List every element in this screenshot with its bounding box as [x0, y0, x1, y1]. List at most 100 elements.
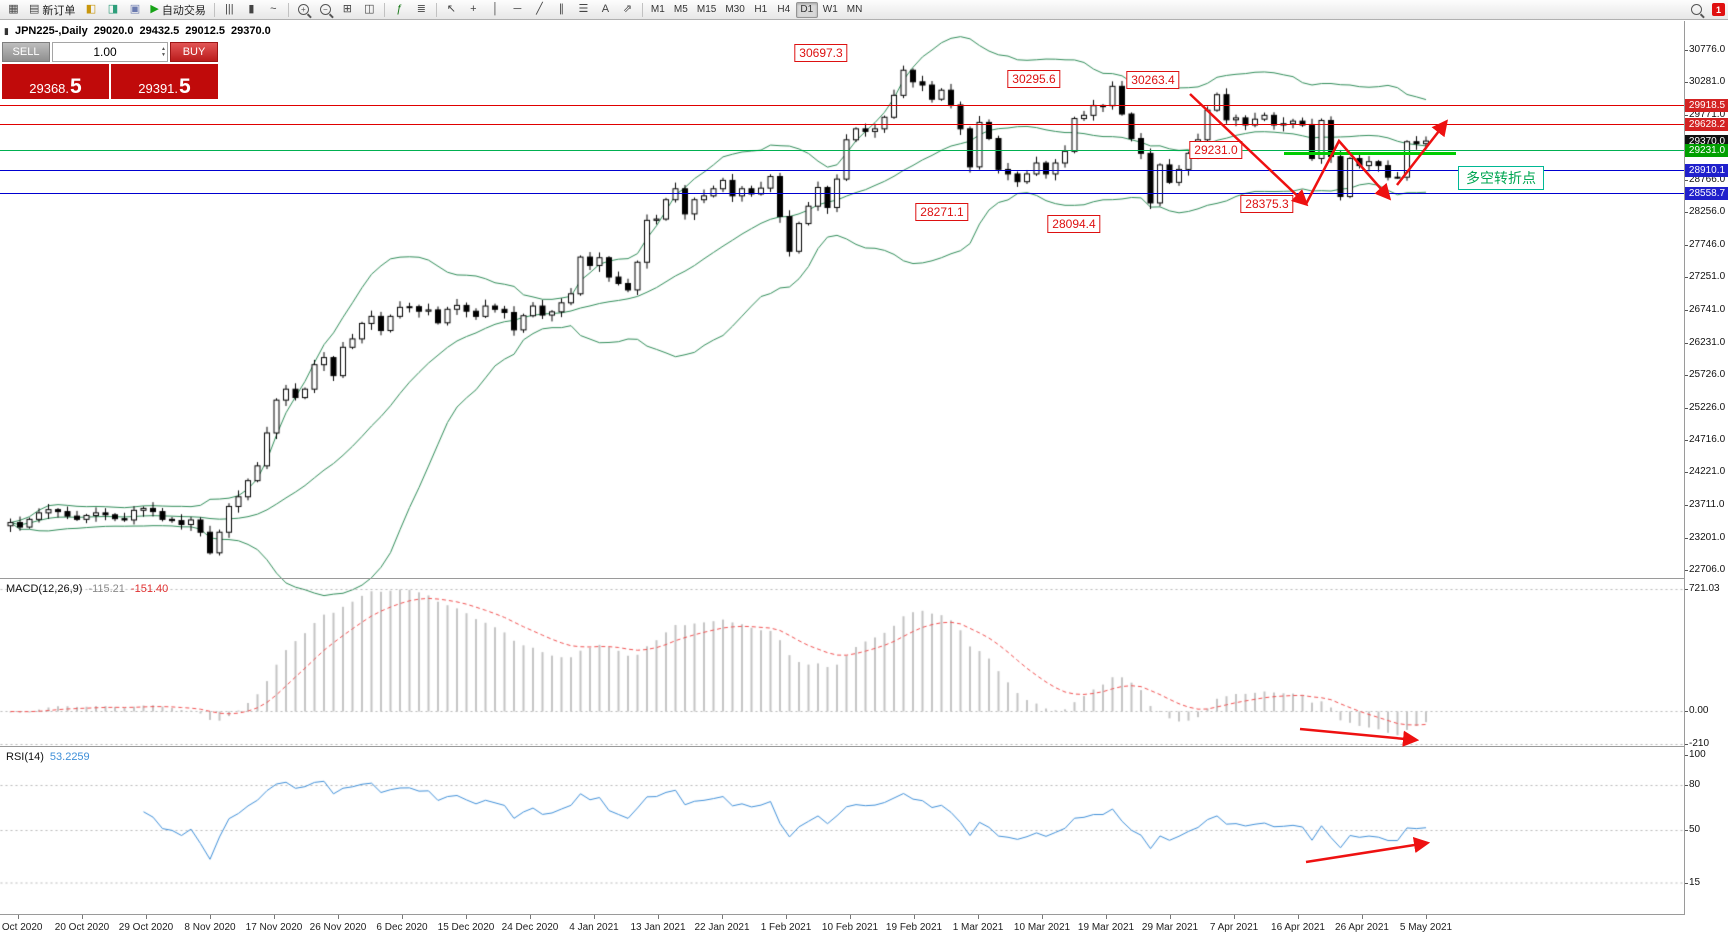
price-axis-tick: 27746.0	[1689, 239, 1726, 251]
arrow-objects-button[interactable]: ⇗	[617, 1, 638, 18]
zoom-out-button[interactable]: −	[315, 1, 336, 18]
buy-button[interactable]: BUY	[170, 42, 218, 62]
price-annotation[interactable]: 29231.0	[1189, 141, 1243, 159]
price-axis-tick: 23711.0	[1689, 499, 1725, 511]
pane-divider-dates[interactable]	[0, 914, 1728, 915]
date-label: 1 Mar 2021	[952, 922, 1004, 933]
market-watch-button[interactable]: ◨	[102, 1, 123, 18]
toolbar-separator	[435, 2, 437, 17]
date-label: 26 Apr 2021	[1335, 922, 1389, 933]
axis-tick-mark	[1685, 81, 1688, 83]
macd-label: MACD(12,26,9) -115.21 -151.40	[6, 583, 168, 595]
volume-spinner[interactable]: ▲ ▼	[161, 46, 166, 58]
timeframe-m5-button[interactable]: M5	[673, 4, 688, 15]
volume-input[interactable]	[53, 43, 167, 61]
price-axis[interactable]: 30776.0 30281.0 29771.0 28766.0 28256.0 27746…	[1684, 21, 1728, 915]
symbol-title: JPN225-,Daily	[14, 25, 88, 37]
date-tick-mark	[274, 915, 275, 919]
line-chart-button[interactable]: ~	[263, 1, 284, 18]
axis-tick-mark	[1685, 711, 1688, 712]
date-tick-mark	[18, 915, 19, 919]
indicator-list-button[interactable]: ≣	[411, 1, 432, 18]
price-annotation[interactable]: 28271.1	[915, 203, 969, 221]
chart-profiles-button[interactable]: ◧	[80, 1, 101, 18]
autotrading-button[interactable]: ▶ 自动交易	[146, 1, 209, 18]
timeframe-h4-button[interactable]: H4	[777, 4, 791, 15]
date-tick-mark	[594, 915, 595, 919]
notification-badge: 1	[1712, 3, 1725, 16]
horizontal-line-28910.1[interactable]	[0, 170, 1684, 172]
data-window-button[interactable]: ▣	[124, 1, 145, 18]
date-tick-mark	[82, 915, 83, 919]
horizontal-line-29918.5[interactable]	[0, 105, 1684, 107]
turning-point-note[interactable]: 多空转折点	[1458, 166, 1544, 190]
price-annotation[interactable]: 30263.4	[1126, 71, 1180, 89]
timeframe-m30-button[interactable]: M30	[725, 4, 745, 15]
price-axis-tick: 24221.0	[1689, 466, 1726, 478]
new-order-button[interactable]: ▤ 新订单	[25, 1, 79, 18]
timeframe-m15-button[interactable]: M15	[696, 4, 717, 15]
horizontal-line-29231.0[interactable]	[0, 149, 1684, 151]
date-tick-mark	[402, 915, 403, 919]
new-chart-button[interactable]: ▦	[3, 1, 24, 18]
market-watch-icon: ◨	[107, 3, 119, 15]
sell-button[interactable]: SELL	[2, 42, 50, 62]
cursor-button[interactable]: ↖	[441, 1, 462, 18]
tile-windows-icon: ⊞	[342, 3, 352, 15]
symbol-chart-icon: ▮	[4, 25, 9, 36]
horizontal-line-button[interactable]: ─	[507, 1, 528, 18]
search-button[interactable]	[1686, 1, 1707, 18]
date-label: 17 Nov 2020	[245, 922, 303, 933]
indicators-button[interactable]: ƒ	[389, 1, 410, 18]
support-trendline[interactable]	[1284, 151, 1456, 155]
price-annotation[interactable]: 30697.3	[794, 44, 848, 62]
axis-tick-mark	[1685, 570, 1688, 571]
timeframe-w1-button[interactable]: W1	[822, 4, 838, 15]
quote-open: 29020.0	[93, 25, 134, 37]
price-axis-tick: 80	[1689, 779, 1701, 790]
toolbar-separator	[213, 2, 215, 17]
chart-profiles-icon: ◧	[85, 3, 97, 15]
bars-chart-icon: |||	[225, 3, 234, 15]
pane-divider-rsi[interactable]	[0, 746, 1728, 747]
date-axis[interactable]: 1 Oct 2020 20 Oct 2020 29 Oct 2020 8 Nov 20…	[0, 915, 1728, 946]
price-annotation[interactable]: 28375.3	[1240, 195, 1294, 213]
fibonacci-button[interactable]: ☰	[573, 1, 594, 18]
price-annotation[interactable]: 28094.4	[1047, 215, 1101, 233]
equidistant-channel-button[interactable]: ∥	[551, 1, 572, 18]
vertical-line-button[interactable]: │	[485, 1, 506, 18]
quote-high: 29432.5	[139, 25, 180, 37]
date-tick-mark	[338, 915, 339, 919]
date-label: 7 Apr 2021	[1209, 922, 1259, 933]
macd-name: MACD(12,26,9)	[6, 583, 83, 595]
date-tick-mark	[1426, 915, 1427, 919]
timeframe-h1-button[interactable]: H1	[754, 4, 768, 15]
horizontal-line-28558.7[interactable]	[0, 192, 1684, 194]
search-icon	[1691, 4, 1702, 15]
trendline-button[interactable]: ╱	[529, 1, 550, 18]
price-axis-tick: 22706.0	[1689, 564, 1726, 575]
trendline-icon: ╱	[536, 3, 543, 15]
buy-price-button[interactable]: 29391. 5	[111, 64, 218, 99]
price-annotation[interactable]: 30295.6	[1007, 70, 1061, 88]
sell-price-base: 29368.	[29, 81, 70, 96]
bars-chart-button[interactable]: |||	[219, 1, 240, 18]
cascade-windows-button[interactable]: ◫	[359, 1, 380, 18]
timeframe-m1-button[interactable]: M1	[650, 4, 665, 15]
equidistant-channel-icon: ∥	[558, 3, 565, 15]
pane-divider-macd[interactable]	[0, 578, 1728, 579]
timeframe-mn-button[interactable]: MN	[846, 4, 863, 15]
text-button[interactable]: A	[595, 1, 616, 18]
candles-chart-button[interactable]: ▮	[241, 1, 262, 18]
tile-windows-button[interactable]: ⊞	[337, 1, 358, 18]
horizontal-line-29628.2[interactable]	[0, 123, 1684, 125]
indicator-list-icon: ≣	[416, 3, 426, 15]
timeframe-d1-button[interactable]: D1	[795, 1, 818, 18]
sell-price-button[interactable]: 29368. 5	[2, 64, 109, 99]
date-label: 26 Nov 2020	[309, 922, 367, 933]
axis-tick-mark	[1685, 440, 1688, 442]
chart-quote-bar: ▮ JPN225-,Daily 29020.0 29432.5 29012.5 …	[4, 25, 271, 37]
zoom-in-button[interactable]: +	[293, 1, 314, 18]
crosshair-button[interactable]: +	[463, 1, 484, 18]
